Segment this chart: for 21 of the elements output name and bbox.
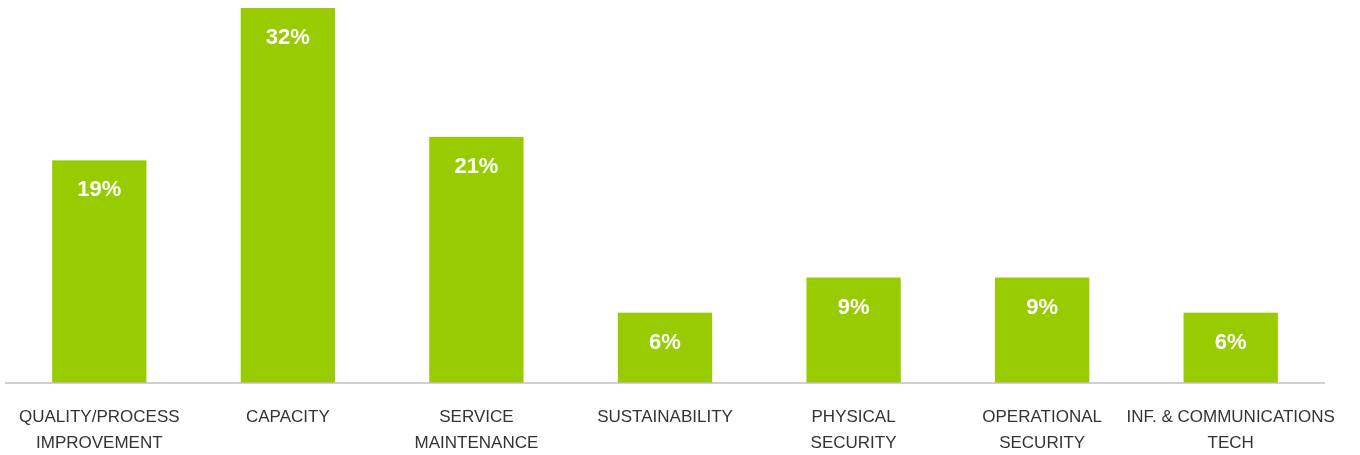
data-label: 32% [265, 24, 310, 49]
x-tick-label: INF. & COMMUNICATIONS TECH [1126, 407, 1335, 452]
x-tick-label: OPERATIONAL SECURITY [982, 407, 1102, 452]
bar [52, 160, 147, 383]
bar [995, 277, 1090, 383]
data-label: 19% [77, 176, 122, 202]
bar [240, 8, 335, 383]
data-label: 21% [454, 152, 499, 178]
x-tick-label: QUALITY/PROCESS IMPROVEMENT [18, 407, 180, 452]
bar [806, 277, 901, 383]
data-label: 6% [1214, 328, 1247, 354]
x-tick-label: CAPACITY [245, 407, 330, 426]
x-tick-label: SUSTAINABILITY [597, 407, 733, 426]
x-tick-label: SERVICE MAINTENANCE [414, 407, 539, 452]
bar [1183, 312, 1278, 383]
data-label: 9% [1026, 293, 1059, 319]
data-label: 6% [649, 328, 681, 354]
bar [429, 136, 524, 383]
x-tick-label: PHYSICAL SECURITY [810, 407, 897, 452]
bar [617, 312, 713, 383]
data-label: 9% [837, 293, 870, 319]
